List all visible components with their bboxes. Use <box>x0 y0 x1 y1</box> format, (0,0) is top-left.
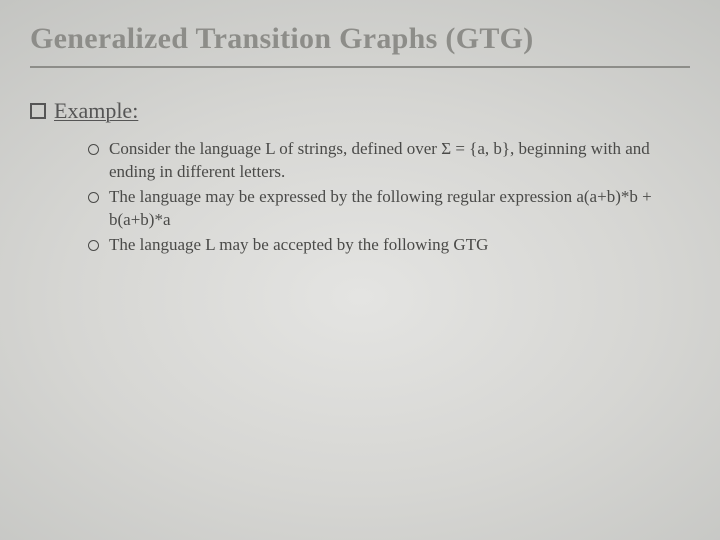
circle-bullet-icon <box>88 240 99 251</box>
circle-bullet-icon <box>88 192 99 203</box>
slide-title: Generalized Transition Graphs (GTG) <box>30 22 690 68</box>
example-label: Example: <box>54 98 138 124</box>
bullet-list: Consider the language L of strings, defi… <box>30 138 690 257</box>
circle-bullet-icon <box>88 144 99 155</box>
slide: Generalized Transition Graphs (GTG) Exam… <box>0 0 720 540</box>
square-bullet-icon <box>30 103 46 119</box>
list-item: Consider the language L of strings, defi… <box>88 138 670 184</box>
bullet-text: The language may be expressed by the fol… <box>109 186 670 232</box>
bullet-text: Consider the language L of strings, defi… <box>109 138 670 184</box>
example-heading: Example: <box>30 98 690 124</box>
list-item: The language L may be accepted by the fo… <box>88 234 670 257</box>
bullet-text: The language L may be accepted by the fo… <box>109 234 670 257</box>
list-item: The language may be expressed by the fol… <box>88 186 670 232</box>
